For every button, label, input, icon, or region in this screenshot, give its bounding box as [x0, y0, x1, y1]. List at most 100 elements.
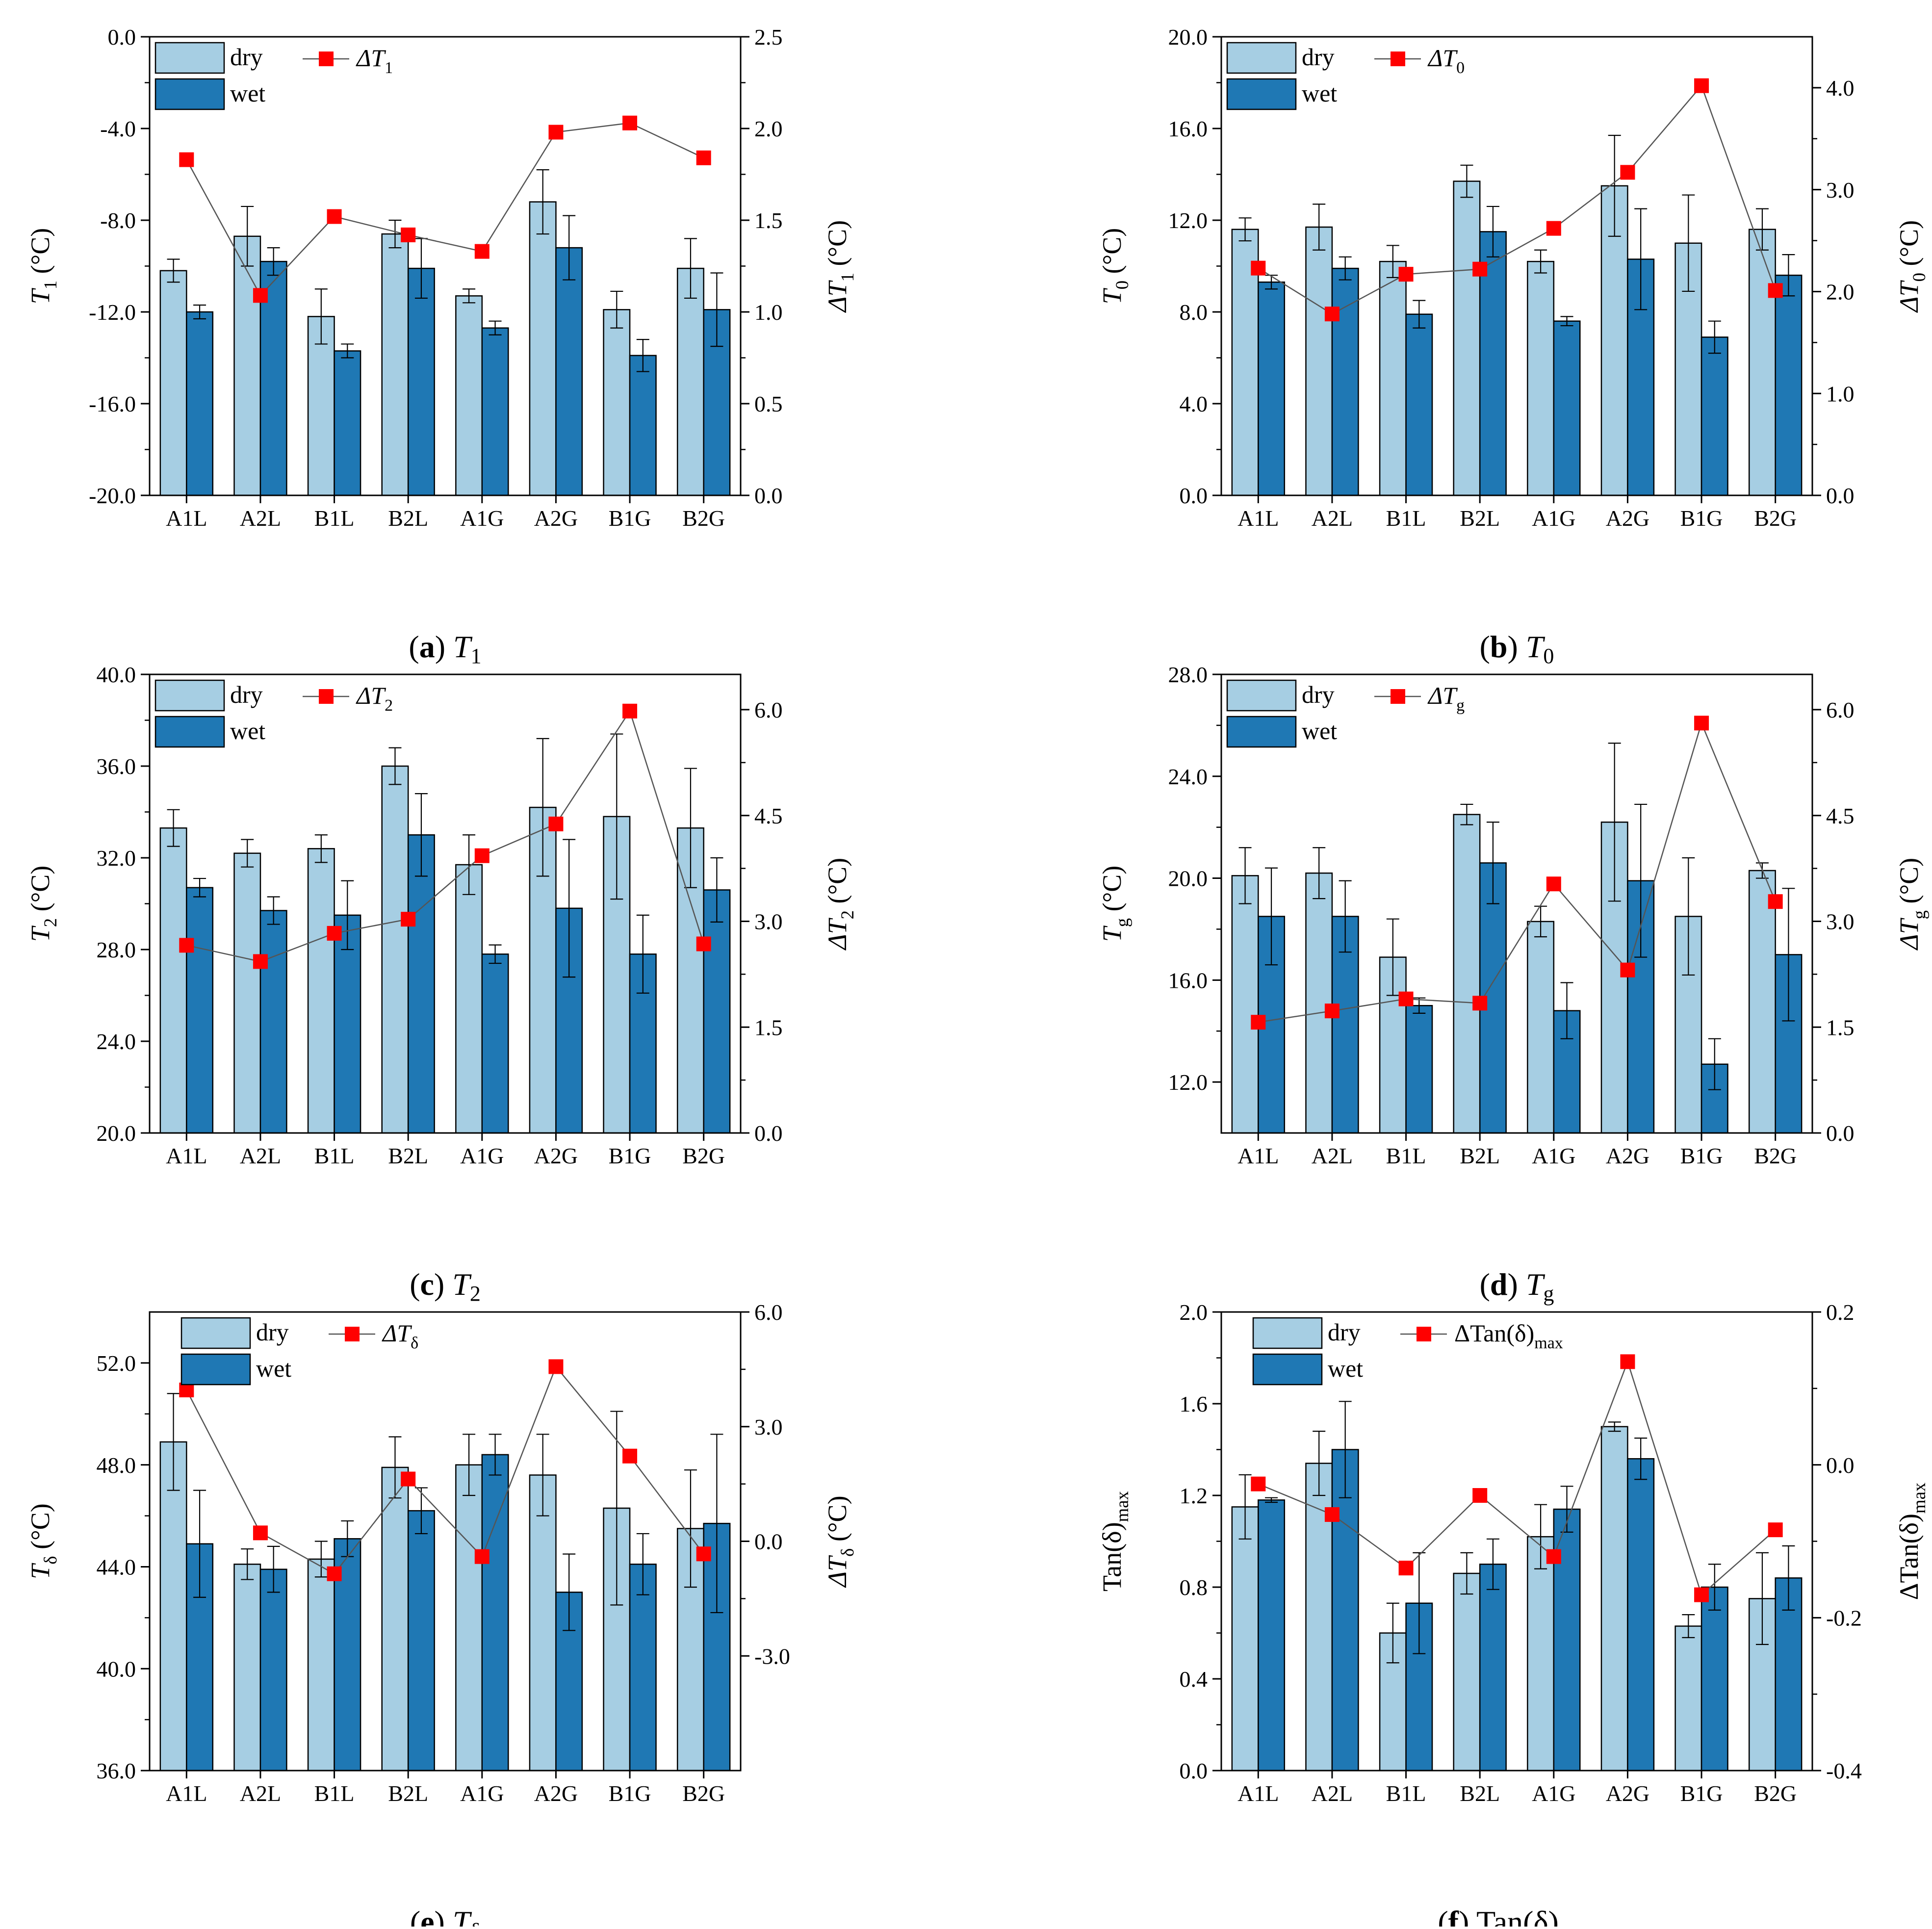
xtick-label-B1G: B1G [609, 506, 651, 531]
ytick-label: 40.0 [97, 1656, 136, 1681]
delta-marker-A1L [179, 152, 194, 167]
y2-axis-title-main: ΔTan(δ) [1894, 1514, 1924, 1600]
panel-e: 52.0 48.0 44.0 40.0 36.0 6.0 3.0 0.0 -3.0 A1L A2L B… [26, 1300, 857, 1929]
legend-label-delta-main: ΔT [382, 1319, 412, 1347]
delta-marker-B2L [401, 912, 416, 927]
caption-letter: ( [409, 629, 419, 664]
panel-caption: (c) T2 [410, 1267, 481, 1306]
y-axis-title-sub: 2 [40, 918, 60, 927]
bar-wet-B2L [1479, 1564, 1507, 1772]
delta-marker-A2L [253, 954, 268, 969]
delta-marker-B1L [327, 209, 342, 224]
panel-caption: (e) Tδ [410, 1904, 480, 1927]
xtick-label-B2L: B2L [1460, 506, 1500, 531]
bar-dry-A2G [1600, 1426, 1628, 1772]
xtick-label-B1G: B1G [609, 1143, 651, 1168]
bar-dry-A1G [1527, 1536, 1555, 1772]
bar-wet-B1L [1405, 313, 1433, 496]
legend-swatch-wet [1252, 1353, 1323, 1386]
y2tick-label: 0.5 [754, 391, 783, 416]
delta-marker-A1G [1546, 221, 1561, 236]
legend-label-delta-main: ΔTan(δ) [1454, 1319, 1534, 1347]
delta-marker-A2L [253, 288, 268, 303]
legend-swatch-wet [155, 716, 225, 748]
delta-marker-A1L [1251, 260, 1266, 276]
xtick-label-B1L: B1L [314, 1781, 355, 1806]
bar-dry-A1G [455, 1464, 483, 1772]
y-axis-title: Tan(δ)max [1097, 1491, 1132, 1592]
caption-letter-bold: c [420, 1267, 434, 1302]
legend-swatch-dry [1226, 42, 1297, 74]
ytick-label: 52.0 [97, 1351, 136, 1376]
delta-marker-B2G [1768, 894, 1783, 909]
bar-dry-A1G [1527, 921, 1555, 1134]
bar-dry-A2G [529, 201, 557, 496]
y-axis-title-sub: δ [40, 1556, 60, 1564]
bar-dry-B2L [1453, 180, 1481, 496]
xtick-label-B2L: B2L [388, 1143, 428, 1168]
xtick-label-A1G: A1G [460, 1143, 504, 1168]
delta-marker-A2L [1324, 1507, 1340, 1522]
bar-dry-B1L [1379, 260, 1407, 496]
bar-wet-B1L [1405, 1005, 1433, 1134]
caption-main: Tan(δ) [1476, 1904, 1559, 1927]
delta-marker-B2L [401, 1471, 416, 1487]
plot-frame [1220, 673, 1813, 1134]
bar-wet-B1L [334, 350, 361, 496]
y2-axis-title-unit: (°C) [823, 1495, 852, 1548]
legend-label-dry: dry [1302, 43, 1335, 71]
y2tick-label: 2.0 [1826, 280, 1855, 305]
y2-axis-title-unit: (°C) [823, 858, 852, 910]
y2tick-label: 1.0 [754, 300, 783, 325]
y2tick-label: 0.0 [1826, 1121, 1855, 1146]
legend-label-wet: wet [1328, 1355, 1363, 1382]
caption-letter-bold: b [1490, 629, 1508, 664]
legend-marker-delta [345, 1327, 360, 1341]
delta-line [186, 709, 704, 962]
bar-wet-B2L [407, 267, 435, 496]
legend-label-delta-main: ΔT [1427, 44, 1458, 72]
delta-marker-B1G [1694, 78, 1709, 93]
ytick-label: 16.0 [1168, 968, 1208, 993]
legend-label-delta: ΔT1 [356, 44, 393, 77]
y2-axis-title-main: ΔT [823, 280, 852, 313]
y-axis-title: Tδ (°C) [26, 1503, 60, 1579]
xtick-label-A2L: A2L [240, 506, 281, 531]
caption-letter-bold: a [419, 629, 435, 664]
legend-label-dry: dry [230, 43, 263, 71]
xtick-label-A1G: A1G [1532, 506, 1575, 531]
ytick-label: 44.0 [97, 1555, 136, 1580]
y-axis-title-main: T [26, 287, 55, 304]
panel-caption: (d) Tg [1480, 1267, 1554, 1306]
bar-dry-A2G [1600, 185, 1628, 496]
y-axis-title-main: T [26, 925, 55, 942]
y2-axis-title: ΔT2 (°C) [823, 858, 857, 951]
delta-marker-A2G [548, 816, 564, 831]
xtick-label-A1G: A1G [460, 1781, 504, 1806]
bar-dry-B2L [1453, 814, 1481, 1134]
caption-letter: ( [1480, 629, 1490, 664]
y2tick-label: 2.0 [754, 116, 783, 141]
delta-marker-B2G [696, 1546, 711, 1562]
bar-dry-A2L [233, 235, 261, 496]
xtick-label-A2G: A2G [534, 506, 578, 531]
ytick-label: 0.0 [1180, 483, 1208, 508]
legend-label-delta-main: ΔT [1427, 682, 1458, 709]
legend-label-delta-sub: 1 [385, 59, 393, 77]
ytick-label: 36.0 [97, 754, 136, 779]
panel-b: 20.0 16.0 12.0 8.0 4.0 0.0 4.0 3.0 2.0 1.0 0.0 A1L A… [1097, 25, 1929, 668]
bar-dry-B2G [1748, 870, 1776, 1134]
caption-letter-close: ) [1508, 629, 1526, 664]
bar-dry-B2L [381, 233, 409, 496]
caption-letter-bold: d [1490, 1267, 1508, 1302]
delta-line [1258, 84, 1776, 315]
caption-sub: max [1559, 1919, 1596, 1927]
caption-sub: 0 [1543, 644, 1554, 668]
delta-marker-B1G [1694, 716, 1709, 731]
delta-marker-A1G [1546, 1549, 1561, 1564]
xtick-label-B2L: B2L [1460, 1143, 1500, 1168]
delta-marker-A2L [1324, 1003, 1340, 1019]
legend-label-delta-sub: max [1534, 1334, 1563, 1352]
legend-label-delta: ΔTan(δ)max [1454, 1319, 1563, 1352]
